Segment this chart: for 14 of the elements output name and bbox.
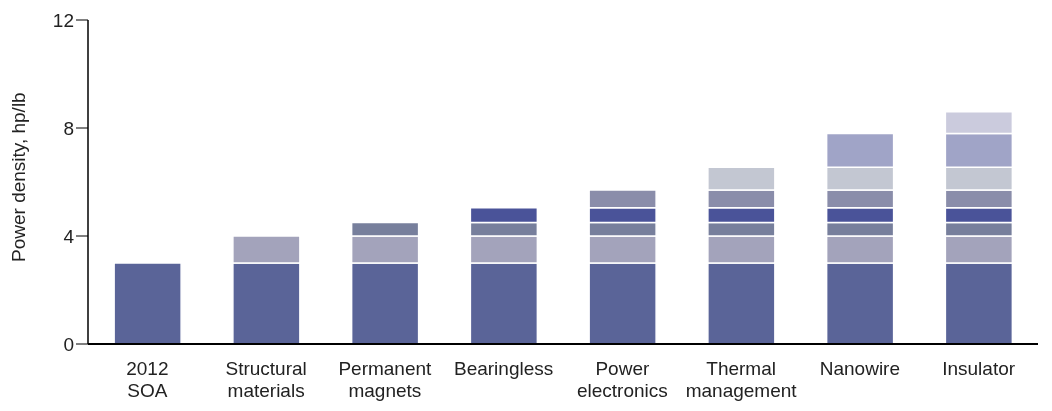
x-tick-label: Insulator <box>942 358 1016 380</box>
y-tick-label: 4 <box>63 225 75 247</box>
x-tick-label: Bearingless <box>453 358 554 380</box>
x-tick-label: 2012 SOA <box>126 358 169 401</box>
y-tick-label: 8 <box>63 117 74 139</box>
x-tick-label: Permanent magnets <box>338 358 433 401</box>
x-tick-label: Nanowire <box>819 358 901 380</box>
y-tick-label: 0 <box>63 333 74 355</box>
x-tick-label: Structural materials <box>225 358 307 401</box>
x-tick-label: Thermal management <box>685 358 798 401</box>
y-tick-label: 12 <box>52 9 74 31</box>
y-axis-title: Power density, hp/lb <box>7 92 29 262</box>
x-tick-label: Power electronics <box>576 358 668 401</box>
bar <box>113 262 182 344</box>
